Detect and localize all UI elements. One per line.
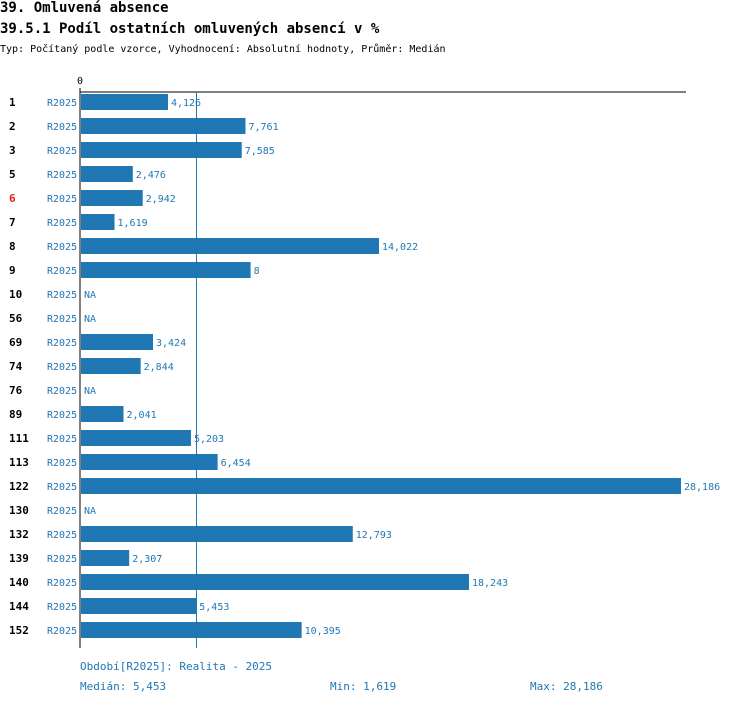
bar	[81, 358, 141, 374]
row-series-label: R2025	[47, 218, 77, 229]
bar-value-label: 10,395	[305, 626, 341, 637]
row-id-label: 140	[9, 576, 29, 589]
bar	[81, 94, 168, 110]
row-series-label: R2025	[47, 290, 77, 301]
row-id-label: 122	[9, 480, 29, 493]
row-id-label: 2	[9, 120, 16, 133]
chart-title: 39. Omluvená absence	[0, 0, 169, 16]
bar	[81, 214, 115, 230]
row-series-label: R2025	[47, 146, 77, 157]
bar	[81, 334, 154, 350]
row-series-label: R2025	[47, 122, 77, 133]
row-id-label: 111	[9, 432, 29, 445]
bar	[81, 406, 124, 422]
bar-value-label: 5,453	[199, 602, 229, 613]
bar-value-label: 2,844	[144, 362, 174, 373]
bar-value-label: 5,203	[194, 434, 224, 445]
bar	[81, 430, 191, 446]
row-id-label: 1	[9, 96, 16, 109]
row-id-label: 89	[9, 408, 22, 421]
row-series-label: R2025	[47, 386, 77, 397]
row-series-label: R2025	[47, 314, 77, 325]
bar-value-label: 2,307	[132, 554, 162, 565]
median-summary: Medián: 5,453	[80, 680, 167, 693]
row-id-label: 56	[9, 312, 23, 325]
bar-value-label: NA	[84, 506, 96, 517]
bar	[81, 598, 197, 614]
bar	[81, 118, 246, 134]
row-series-label: R2025	[47, 554, 77, 565]
row-id-label: 9	[9, 264, 16, 277]
row-id-label: 69	[9, 336, 22, 349]
row-id-label: 3	[9, 144, 16, 157]
bar-value-label: 1,619	[118, 218, 148, 229]
chart-subtitle: 39.5.1 Podíl ostatních omluvených absenc…	[0, 21, 380, 37]
bar	[81, 166, 133, 182]
bar	[81, 142, 242, 158]
row-series-label: R2025	[47, 170, 77, 181]
row-series-label: R2025	[47, 338, 77, 349]
bar-value-label: 18,243	[472, 578, 508, 589]
bar	[81, 478, 681, 494]
row-series-label: R2025	[47, 458, 77, 469]
bar-value-label: 7,585	[245, 146, 275, 157]
x-axis-zero-label: 0	[77, 76, 83, 87]
row-id-label: 132	[9, 528, 29, 541]
row-id-label: 139	[9, 552, 29, 565]
bar-value-label: 2,476	[136, 170, 166, 181]
bar	[81, 526, 353, 542]
row-series-label: R2025	[47, 578, 77, 589]
row-series-label: R2025	[47, 362, 77, 373]
bar	[81, 262, 251, 278]
bar-value-label: 6,454	[221, 458, 251, 469]
row-id-label: 113	[9, 456, 29, 469]
bar-value-label: 2,041	[127, 410, 157, 421]
row-series-label: R2025	[47, 98, 77, 109]
bar-value-label: 12,793	[356, 530, 392, 541]
row-id-label: 7	[9, 216, 16, 229]
bar-value-label: 14,022	[382, 242, 418, 253]
row-id-label: 8	[9, 240, 16, 253]
row-id-label: 130	[9, 504, 29, 517]
bar-value-label: 4,126	[171, 98, 201, 109]
bar-value-label: 2,942	[146, 194, 176, 205]
row-series-label: R2025	[47, 506, 77, 517]
row-series-label: R2025	[47, 434, 77, 445]
row-id-label: 76	[9, 384, 23, 397]
bar	[81, 622, 302, 638]
bar	[81, 550, 130, 566]
bar	[81, 190, 143, 206]
row-series-label: R2025	[47, 482, 77, 493]
row-id-label: 6	[9, 192, 16, 205]
period-legend: Období[R2025]: Realita - 2025	[80, 660, 273, 673]
row-series-label: R2025	[47, 410, 77, 421]
bar	[81, 454, 218, 470]
bar-value-label: NA	[84, 290, 96, 301]
row-id-label: 10	[9, 288, 22, 301]
row-id-label: 144	[9, 600, 29, 613]
bar	[81, 238, 379, 254]
row-id-label: 5	[9, 168, 16, 181]
row-series-label: R2025	[47, 626, 77, 637]
min-summary: Min: 1,619	[330, 680, 397, 693]
chart-type-description: Typ: Počítaný podle vzorce, Vyhodnocení:…	[0, 44, 446, 55]
row-series-label: R2025	[47, 194, 77, 205]
bar-value-label: 28,186	[684, 482, 720, 493]
bar-value-label: NA	[84, 386, 96, 397]
row-id-label: 152	[9, 624, 29, 637]
bar-value-label: 7,761	[248, 122, 278, 133]
bar	[81, 574, 469, 590]
row-series-label: R2025	[47, 266, 77, 277]
row-series-label: R2025	[47, 530, 77, 541]
row-series-label: R2025	[47, 602, 77, 613]
row-id-label: 74	[9, 360, 23, 373]
max-summary: Max: 28,186	[530, 680, 603, 693]
bar-value-label: NA	[84, 314, 96, 325]
row-series-label: R2025	[47, 242, 77, 253]
bar-value-label: 8	[254, 266, 260, 277]
bar-value-label: 3,424	[156, 338, 186, 349]
